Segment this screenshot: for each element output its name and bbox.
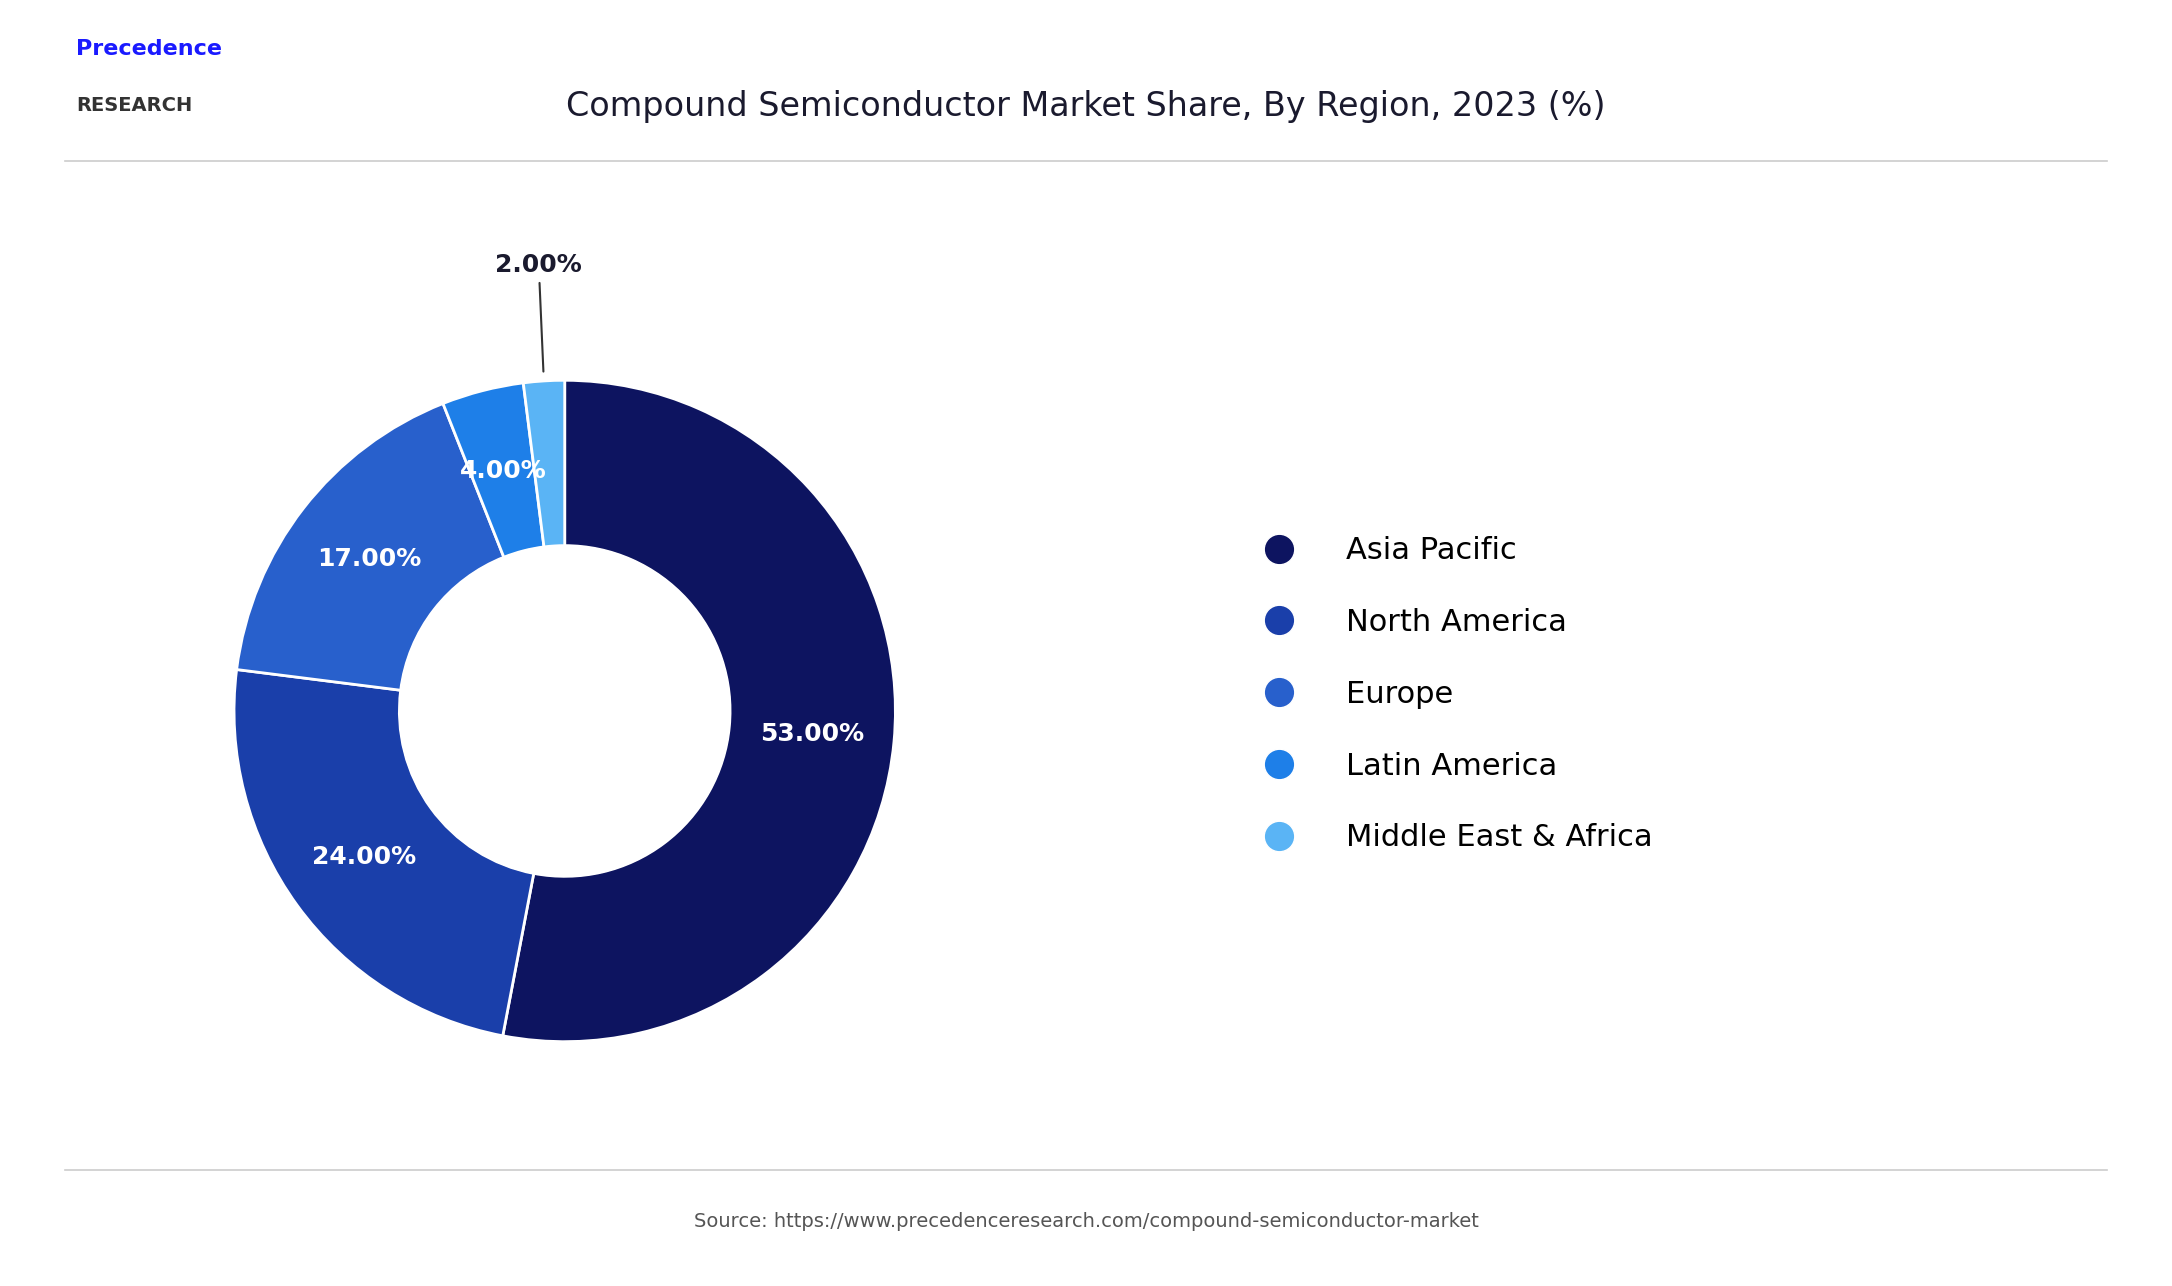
Legend: Asia Pacific, North America, Europe, Latin America, Middle East & Africa: Asia Pacific, North America, Europe, Lat… [1249, 536, 1653, 853]
Text: Compound Semiconductor Market Share, By Region, 2023 (%): Compound Semiconductor Market Share, By … [567, 90, 1605, 123]
Wedge shape [235, 670, 534, 1035]
Text: 2.00%: 2.00% [495, 253, 582, 372]
Text: RESEARCH: RESEARCH [76, 96, 193, 116]
Text: Precedence: Precedence [76, 39, 222, 59]
Text: 4.00%: 4.00% [460, 459, 547, 482]
Wedge shape [502, 381, 895, 1042]
Text: 53.00%: 53.00% [760, 723, 864, 746]
Text: 17.00%: 17.00% [317, 547, 421, 571]
Wedge shape [443, 383, 543, 557]
Text: 24.00%: 24.00% [313, 845, 417, 869]
Text: Source: https://www.precedenceresearch.com/compound-semiconductor-market: Source: https://www.precedenceresearch.c… [693, 1213, 1479, 1231]
Wedge shape [523, 381, 565, 547]
Circle shape [400, 545, 730, 876]
Wedge shape [237, 404, 504, 691]
